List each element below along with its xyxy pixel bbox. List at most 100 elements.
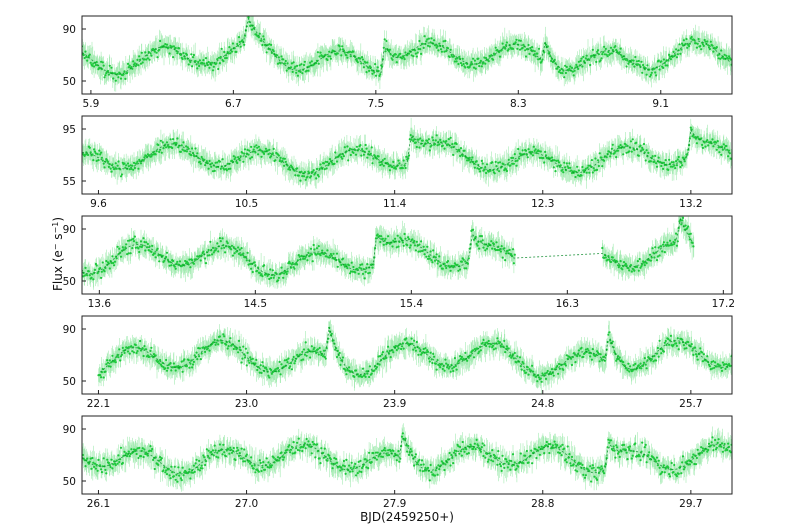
data-point bbox=[145, 58, 148, 61]
error-bars bbox=[82, 117, 732, 190]
data-point bbox=[468, 156, 471, 159]
data-point bbox=[257, 266, 260, 269]
data-point bbox=[625, 264, 628, 267]
data-point bbox=[526, 366, 529, 369]
data-point bbox=[263, 264, 266, 267]
data-point bbox=[113, 359, 117, 362]
data-point bbox=[653, 256, 656, 259]
data-point bbox=[326, 58, 329, 62]
data-point bbox=[219, 167, 222, 170]
data-point bbox=[681, 455, 685, 458]
data-point bbox=[260, 469, 263, 473]
data-point bbox=[417, 353, 420, 356]
data-point bbox=[692, 245, 695, 248]
data-point bbox=[219, 240, 222, 243]
data-point bbox=[640, 450, 643, 453]
data-point bbox=[83, 274, 86, 277]
data-point bbox=[246, 351, 249, 354]
data-point bbox=[452, 451, 456, 454]
data-point bbox=[444, 463, 447, 466]
data-point bbox=[642, 142, 646, 146]
data-point bbox=[511, 162, 514, 165]
data-point bbox=[407, 238, 411, 241]
data-point bbox=[94, 63, 97, 67]
data-point bbox=[289, 451, 292, 454]
data-point bbox=[145, 348, 148, 351]
data-point bbox=[584, 57, 588, 60]
data-point bbox=[426, 245, 429, 248]
data-point bbox=[579, 59, 582, 63]
data-point bbox=[344, 263, 347, 266]
data-point bbox=[246, 251, 249, 254]
data-point bbox=[402, 244, 405, 247]
data-point bbox=[106, 458, 109, 461]
data-point bbox=[289, 262, 292, 265]
data-point bbox=[293, 267, 296, 270]
data-point bbox=[414, 141, 417, 144]
data-point bbox=[300, 170, 303, 173]
data-point bbox=[426, 38, 429, 41]
data-point bbox=[571, 355, 575, 359]
x-tick-label: 5.9 bbox=[83, 98, 100, 110]
data-point bbox=[130, 167, 133, 170]
x-tick-label: 23.9 bbox=[383, 398, 406, 410]
data-point bbox=[505, 44, 508, 47]
data-point bbox=[656, 464, 660, 467]
data-point bbox=[440, 50, 443, 53]
data-point bbox=[601, 467, 604, 470]
data-point bbox=[215, 247, 218, 250]
data-point bbox=[626, 144, 629, 147]
data-point bbox=[544, 372, 547, 375]
data-point bbox=[688, 45, 691, 48]
data-point bbox=[196, 67, 199, 70]
data-point bbox=[453, 357, 456, 360]
data-point bbox=[212, 65, 215, 68]
data-point bbox=[297, 174, 300, 177]
data-point bbox=[703, 141, 706, 144]
data-point bbox=[662, 241, 666, 244]
data-point bbox=[237, 252, 241, 255]
data-point bbox=[245, 453, 248, 456]
data-point bbox=[575, 464, 578, 467]
data-point bbox=[424, 466, 427, 469]
data-point bbox=[685, 37, 688, 41]
data-point bbox=[283, 451, 286, 455]
data-point bbox=[136, 447, 139, 450]
y-tick-label: 50 bbox=[63, 276, 76, 288]
data-point bbox=[380, 235, 383, 238]
data-point bbox=[498, 341, 502, 344]
data-point bbox=[654, 71, 657, 74]
data-point bbox=[617, 450, 620, 454]
data-point bbox=[147, 249, 150, 252]
data-point bbox=[303, 60, 306, 63]
data-point bbox=[204, 460, 208, 463]
data-point bbox=[128, 455, 131, 458]
data-point bbox=[199, 358, 202, 361]
data-point bbox=[283, 157, 286, 160]
data-point bbox=[116, 73, 119, 76]
data-point bbox=[550, 156, 554, 159]
data-point bbox=[174, 46, 177, 50]
data-point bbox=[421, 42, 424, 45]
data-point bbox=[533, 149, 536, 152]
data-point bbox=[152, 353, 156, 356]
data-points bbox=[97, 319, 732, 394]
data-point bbox=[686, 460, 689, 463]
data-point bbox=[716, 441, 719, 444]
data-point bbox=[549, 55, 552, 58]
data-point bbox=[182, 141, 185, 144]
data-point bbox=[501, 454, 504, 457]
data-point bbox=[235, 450, 238, 453]
data-point bbox=[359, 459, 362, 462]
data-point bbox=[609, 155, 612, 158]
data-point bbox=[492, 460, 495, 463]
data-point bbox=[158, 48, 161, 51]
data-point bbox=[198, 64, 201, 68]
data-point bbox=[439, 264, 443, 267]
data-point bbox=[278, 159, 281, 163]
error-bars bbox=[98, 319, 732, 394]
data-point bbox=[340, 263, 343, 266]
data-point bbox=[383, 447, 386, 450]
data-point bbox=[625, 65, 628, 68]
data-point bbox=[589, 355, 592, 358]
